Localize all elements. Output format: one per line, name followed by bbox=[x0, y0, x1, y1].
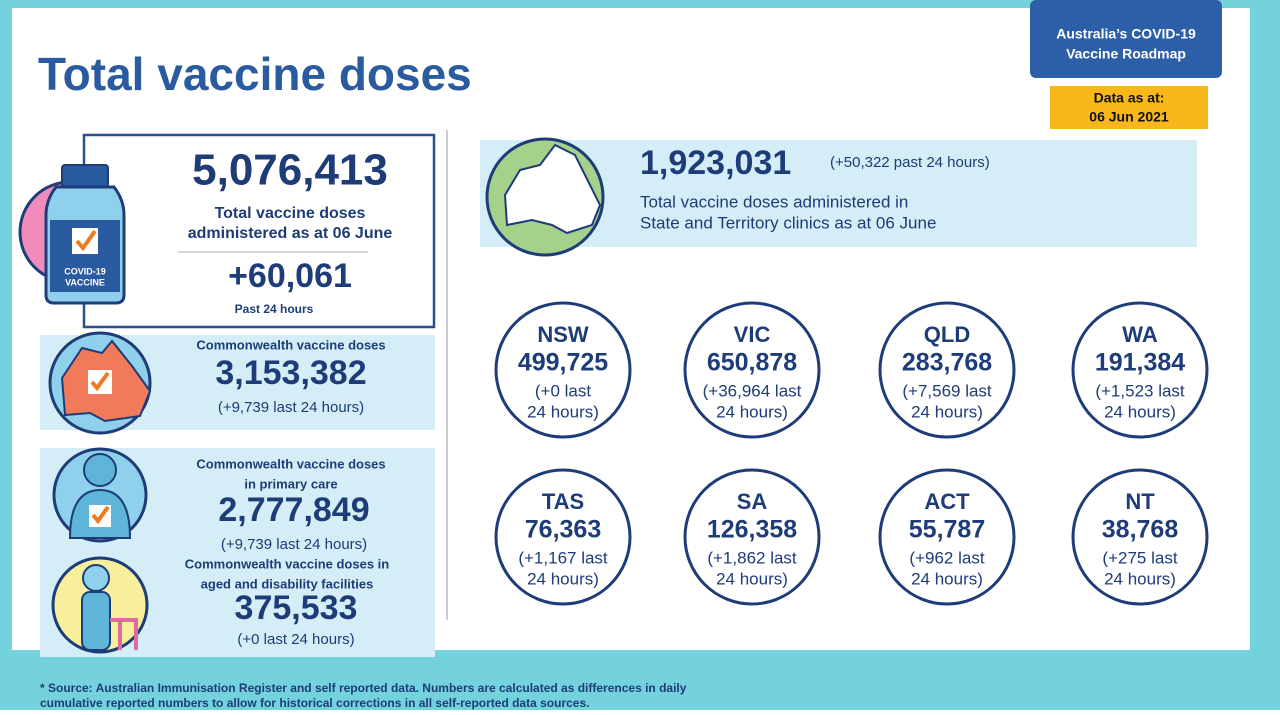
state-change: (+1,862 last bbox=[707, 548, 797, 567]
state-value: 126,358 bbox=[707, 516, 797, 544]
label: aged and disability facilities bbox=[201, 576, 374, 591]
total-change: +60,061 bbox=[228, 257, 352, 295]
icon-cap bbox=[61, 164, 109, 188]
icon-walker bbox=[110, 618, 138, 650]
state-name: ACT bbox=[924, 489, 970, 514]
date: 06 Jun 2021 bbox=[1089, 109, 1169, 125]
state-value: 191,384 bbox=[1095, 349, 1185, 377]
icon-person bbox=[82, 564, 110, 592]
label: Commonwealth vaccine doses bbox=[196, 456, 385, 471]
state-change: 24 hours) bbox=[1104, 569, 1176, 588]
footnote: * Source: Australian Immunisation Regist… bbox=[40, 681, 687, 695]
label: Commonwealth vaccine doses in bbox=[185, 556, 390, 571]
value: 3,153,382 bbox=[215, 354, 366, 392]
state-value: 76,363 bbox=[525, 516, 601, 544]
state-name: NT bbox=[1125, 489, 1155, 514]
icon-tick bbox=[90, 371, 110, 392]
value: 2,777,849 bbox=[218, 491, 369, 529]
state-circle bbox=[878, 468, 1016, 606]
label: Commonwealth vaccine doses bbox=[196, 337, 385, 352]
state-circle bbox=[494, 468, 632, 606]
state-name: NSW bbox=[537, 322, 589, 347]
icon-person bbox=[83, 453, 117, 487]
icon-map bbox=[503, 143, 602, 235]
state-circle bbox=[1071, 468, 1209, 606]
title: Total vaccine doses bbox=[38, 48, 472, 100]
roadmap-text: Australia’s COVID-19 bbox=[1056, 26, 1196, 42]
icon-person bbox=[81, 591, 111, 651]
change: (+9,739 last 24 hours) bbox=[221, 536, 367, 553]
state-name: VIC bbox=[734, 322, 771, 347]
state-value: 499,725 bbox=[518, 349, 608, 377]
state-change: 24 hours) bbox=[716, 569, 788, 588]
state-change: (+7,569 last bbox=[902, 381, 992, 400]
state-change: 24 hours) bbox=[527, 569, 599, 588]
state-circle bbox=[1071, 301, 1209, 439]
state-circle bbox=[683, 468, 821, 606]
state-change: (+962 last bbox=[909, 548, 984, 567]
state-circle bbox=[878, 301, 1016, 439]
total-value: 5,076,413 bbox=[192, 146, 388, 195]
icon-tick bbox=[75, 229, 97, 252]
state-name: SA bbox=[737, 489, 768, 514]
state-change: (+36,964 last bbox=[703, 381, 802, 400]
label: in primary care bbox=[244, 476, 337, 491]
state-change: 24 hours) bbox=[1104, 402, 1176, 421]
state-change: 24 hours) bbox=[911, 569, 983, 588]
clinics-change: (+50,322 past 24 hours) bbox=[830, 154, 990, 171]
change: (+0 last 24 hours) bbox=[237, 631, 354, 648]
roadmap-tab bbox=[1030, 0, 1222, 78]
roadmap-text: Vaccine Roadmap bbox=[1066, 46, 1186, 62]
state-name: WA bbox=[1122, 322, 1158, 347]
date-label: Data as at: bbox=[1094, 90, 1165, 106]
icon-tick bbox=[91, 505, 110, 525]
state-value: 55,787 bbox=[909, 516, 985, 544]
clinics-caption: State and Territory clinics as at 06 Jun… bbox=[640, 213, 936, 232]
icon-text: COVID-19 bbox=[64, 266, 106, 276]
state-circle bbox=[683, 301, 821, 439]
total-caption: Total vaccine doses bbox=[215, 205, 366, 222]
state-value: 38,768 bbox=[1102, 516, 1179, 544]
state-change: (+1,167 last bbox=[518, 548, 608, 567]
state-change: 24 hours) bbox=[716, 402, 788, 421]
state-change: (+275 last bbox=[1102, 548, 1177, 567]
icon-text: VACCINE bbox=[65, 277, 105, 287]
state-name: QLD bbox=[924, 322, 970, 347]
change: (+9,739 last 24 hours) bbox=[218, 399, 364, 416]
state-value: 650,878 bbox=[707, 349, 797, 377]
clinics-caption: Total vaccine doses administered in bbox=[640, 192, 908, 211]
state-value: 283,768 bbox=[902, 349, 992, 377]
date-box bbox=[1050, 86, 1208, 129]
state-change: 24 hours) bbox=[527, 402, 599, 421]
value: 375,533 bbox=[235, 589, 358, 627]
clinics-value: 1,923,031 bbox=[640, 144, 791, 182]
state-change: (+0 last bbox=[535, 381, 591, 400]
total-change-caption: Past 24 hours bbox=[235, 302, 314, 316]
state-circle bbox=[494, 301, 632, 439]
state-change: (+1,523 last bbox=[1095, 381, 1185, 400]
state-name: TAS bbox=[542, 489, 584, 514]
total-caption: administered as at 06 June bbox=[188, 225, 393, 242]
total-box bbox=[82, 133, 436, 329]
state-change: 24 hours) bbox=[911, 402, 983, 421]
footnote: cumulative reported numbers to allow for… bbox=[40, 696, 589, 710]
